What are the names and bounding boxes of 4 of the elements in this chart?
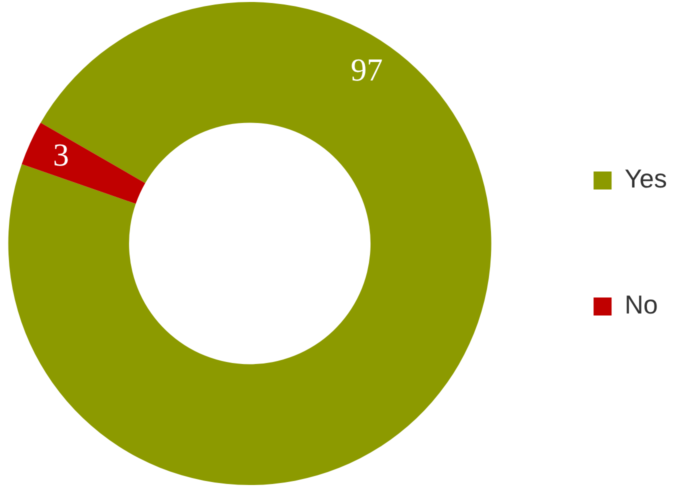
legend-label: No: [624, 290, 658, 320]
legend-label: Yes: [624, 164, 668, 194]
data-label: 3: [52, 136, 69, 172]
data-label: 97: [350, 51, 383, 88]
